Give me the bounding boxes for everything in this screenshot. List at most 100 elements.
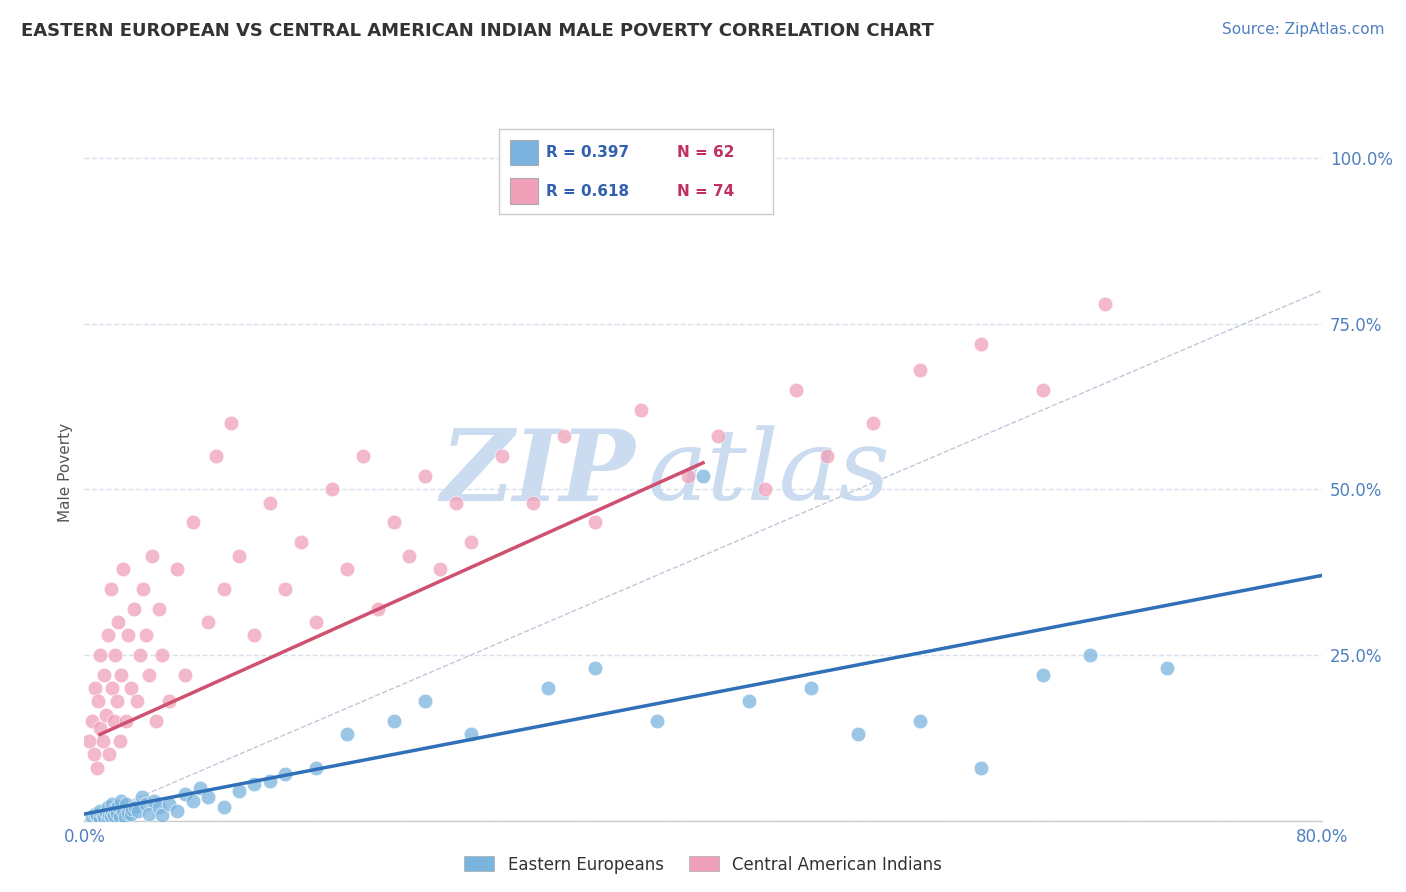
Point <box>138 668 160 682</box>
Legend: Eastern Europeans, Central American Indians: Eastern Europeans, Central American Indi… <box>456 847 950 882</box>
Point <box>122 601 145 615</box>
Point <box>228 549 250 563</box>
Point <box>110 668 132 682</box>
Point <box>398 549 420 563</box>
Point <box>117 628 139 642</box>
Point <box>174 787 197 801</box>
Point <box>110 794 132 808</box>
Point <box>86 761 108 775</box>
Point <box>815 449 838 463</box>
Point <box>274 582 297 596</box>
Point <box>108 734 131 748</box>
Point <box>800 681 823 695</box>
Point <box>259 773 281 788</box>
Point <box>112 562 135 576</box>
Point <box>121 802 143 816</box>
Point <box>104 802 127 816</box>
Point <box>148 800 170 814</box>
Bar <box>510 139 537 165</box>
Point <box>100 582 122 596</box>
Point <box>205 449 228 463</box>
Point <box>1156 661 1178 675</box>
Point <box>89 721 111 735</box>
Point <box>125 694 148 708</box>
Point <box>101 681 124 695</box>
Point <box>89 804 111 818</box>
Point <box>367 601 389 615</box>
Point <box>413 469 436 483</box>
Point <box>522 495 544 509</box>
Point <box>150 808 173 822</box>
Point <box>166 562 188 576</box>
Point <box>143 794 166 808</box>
Point <box>87 694 110 708</box>
Point <box>94 707 117 722</box>
Point <box>107 799 129 814</box>
Point <box>124 800 146 814</box>
Point <box>181 794 204 808</box>
Point <box>243 628 266 642</box>
Point <box>228 784 250 798</box>
Point <box>86 808 108 822</box>
Point <box>692 469 714 483</box>
Point <box>82 714 104 729</box>
Point <box>290 535 312 549</box>
Point <box>862 416 884 430</box>
Point <box>98 747 121 762</box>
Point <box>82 810 104 824</box>
Point <box>1094 297 1116 311</box>
Y-axis label: Male Poverty: Male Poverty <box>58 423 73 523</box>
Point <box>352 449 374 463</box>
Point <box>101 797 124 811</box>
Point <box>197 790 219 805</box>
Point <box>100 809 122 823</box>
Point <box>97 811 120 825</box>
Point <box>583 516 606 530</box>
Point <box>112 804 135 818</box>
Point <box>491 449 513 463</box>
Point <box>97 628 120 642</box>
Point <box>89 812 111 826</box>
Point <box>221 416 243 430</box>
Point <box>197 615 219 629</box>
Point <box>129 648 152 662</box>
Point <box>259 495 281 509</box>
Point <box>105 805 128 820</box>
Point <box>91 808 114 822</box>
Point <box>93 668 115 682</box>
Point <box>89 648 111 662</box>
Point <box>645 714 668 729</box>
Point <box>970 761 993 775</box>
Point <box>94 805 117 820</box>
Point <box>429 562 451 576</box>
Point <box>243 777 266 791</box>
Point <box>305 761 328 775</box>
Point <box>84 807 107 822</box>
Point <box>188 780 212 795</box>
Point <box>212 582 235 596</box>
Point <box>305 615 328 629</box>
Point <box>131 790 153 805</box>
Point <box>460 727 482 741</box>
Text: N = 62: N = 62 <box>678 145 735 160</box>
Text: Source: ZipAtlas.com: Source: ZipAtlas.com <box>1222 22 1385 37</box>
Text: R = 0.397: R = 0.397 <box>546 145 628 160</box>
Point <box>1078 648 1101 662</box>
Point <box>174 668 197 682</box>
Point <box>91 734 114 748</box>
Point <box>676 469 699 483</box>
Point <box>115 714 138 729</box>
Point <box>583 661 606 675</box>
Point <box>98 807 121 822</box>
Point <box>135 797 157 811</box>
Text: R = 0.618: R = 0.618 <box>546 184 628 199</box>
Point <box>846 727 869 741</box>
Point <box>785 383 807 397</box>
Point <box>101 804 124 818</box>
Point <box>460 535 482 549</box>
Point <box>105 694 128 708</box>
Point <box>553 429 575 443</box>
Point <box>181 516 204 530</box>
Point <box>114 810 136 824</box>
Point <box>138 807 160 822</box>
